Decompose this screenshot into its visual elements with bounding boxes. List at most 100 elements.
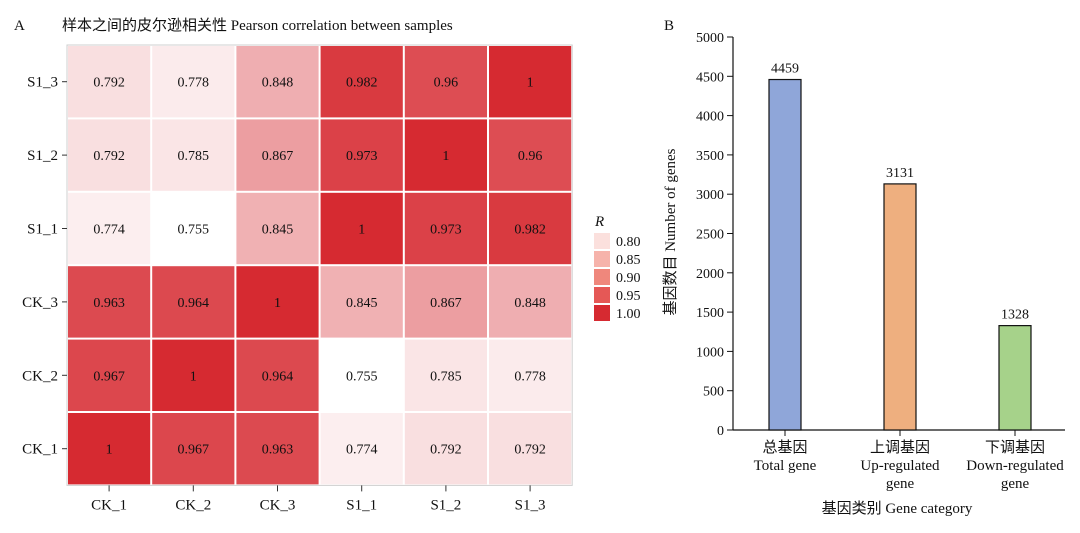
heatmap-cell-value: 0.96 xyxy=(434,76,459,91)
heatmap-cell xyxy=(489,46,572,118)
heatmap-cell-value: 0.967 xyxy=(178,443,210,458)
heatmap-cell-value: 0.964 xyxy=(262,369,294,384)
heatmap-cell xyxy=(236,266,319,338)
bar-y-tick-label: 3000 xyxy=(696,188,724,203)
heatmap-cell-value: 1 xyxy=(527,76,534,91)
heatmap-cell xyxy=(152,413,235,485)
bar-y-tick-label: 4000 xyxy=(696,110,724,125)
heatmap-cell xyxy=(489,119,572,191)
heatmap-cell-value: 0.973 xyxy=(346,149,378,164)
heatmap-cell xyxy=(68,413,151,485)
bar-y-tick-label: 5000 xyxy=(696,31,724,46)
heatmap-cell xyxy=(68,339,151,411)
panel-a-label: A xyxy=(14,18,25,34)
heatmap-cell-value: 0.792 xyxy=(430,443,462,458)
heatmap-cell xyxy=(236,46,319,118)
heatmap-cell xyxy=(320,46,403,118)
heatmap-cell xyxy=(152,119,235,191)
heatmap-y-label: S1_3 xyxy=(27,75,58,91)
heatmap-cell-value: 0.792 xyxy=(93,149,125,164)
heatmap-cell xyxy=(404,266,487,338)
heatmap-x-label: CK_1 xyxy=(91,497,127,513)
heatmap-frame xyxy=(66,44,573,486)
heatmap-cell-value: 0.845 xyxy=(262,223,294,238)
heatmap-cell-value: 0.967 xyxy=(93,369,125,384)
legend-label: 0.80 xyxy=(616,235,641,250)
heatmap-cell xyxy=(320,192,403,265)
bar-value-label: 1328 xyxy=(1001,308,1029,323)
heatmap-cell xyxy=(152,46,235,118)
heatmap-cell-value: 0.774 xyxy=(93,223,125,238)
bar-y-tick-label: 500 xyxy=(703,385,724,400)
heatmap-cell-value: 0.845 xyxy=(346,296,378,311)
bar-category-label: gene xyxy=(1001,476,1030,492)
bar-y-tick-label: 4500 xyxy=(696,70,724,85)
heatmap-cell xyxy=(236,339,319,411)
bar-value-label: 3131 xyxy=(886,166,914,181)
legend-swatch xyxy=(594,269,610,285)
heatmap-cell xyxy=(152,266,235,338)
heatmap-cell-value: 0.774 xyxy=(346,443,378,458)
bar-y-tick-label: 1000 xyxy=(696,345,724,360)
heatmap-cell xyxy=(489,266,572,338)
heatmap-cell xyxy=(320,266,403,338)
heatmap-cell xyxy=(68,266,151,338)
heatmap-x-label: CK_3 xyxy=(260,497,296,513)
heatmap-cell xyxy=(236,192,319,265)
heatmap-cell xyxy=(404,46,487,118)
legend-label: 0.90 xyxy=(616,271,641,286)
heatmap-cell-value: 0.785 xyxy=(178,149,210,164)
panel-b-label: B xyxy=(664,18,674,34)
heatmap-cell xyxy=(404,339,487,411)
heatmap-cell-value: 1 xyxy=(106,443,113,458)
bar-category-label: gene xyxy=(886,476,915,492)
heatmap-cell xyxy=(320,339,403,411)
heatmap-cell-value: 0.963 xyxy=(93,296,125,311)
heatmap-cell xyxy=(152,192,235,265)
bar-y-tick-label: 1500 xyxy=(696,306,724,321)
legend-swatch xyxy=(594,233,610,249)
heatmap-title: 样本之间的皮尔逊相关性 Pearson correlation between … xyxy=(62,17,453,34)
legend-label: 0.95 xyxy=(616,289,641,304)
heatmap-cell xyxy=(68,119,151,191)
heatmap-x-label: S1_3 xyxy=(515,497,546,513)
heatmap-cell-value: 0.96 xyxy=(518,149,543,164)
heatmap-cell-value: 0.785 xyxy=(430,369,462,384)
bar-x-axis-title: 基因类别 Gene category xyxy=(822,500,973,517)
heatmap-cell-value: 0.982 xyxy=(514,223,546,238)
heatmap-cell xyxy=(489,192,572,265)
heatmap-cell xyxy=(152,339,235,411)
heatmap-y-label: CK_1 xyxy=(22,442,58,458)
heatmap-cell-value: 0.848 xyxy=(514,296,546,311)
bar-y-tick-label: 2500 xyxy=(696,228,724,243)
heatmap-cell xyxy=(404,119,487,191)
bar xyxy=(998,325,1032,431)
heatmap-cell xyxy=(404,413,487,485)
heatmap-cell-value: 0.792 xyxy=(93,76,125,91)
bar-y-axis-title: 基因数目 Number of genes xyxy=(662,148,679,315)
legend-swatch xyxy=(594,251,610,267)
bar-chart: 0 500 1000 1500 2000 2500 3000 3500 4000 4500 5000… xyxy=(696,31,1065,492)
heatmap-legend: R 0.80 0.85 0.90 0.95 1.00 xyxy=(594,214,641,322)
heatmap-cell-value: 0.792 xyxy=(514,443,546,458)
heatmap-cell-value: 0.982 xyxy=(346,76,378,91)
bar-category-label: Down-regulated xyxy=(966,458,1064,474)
heatmap-cell-value: 0.755 xyxy=(178,223,210,238)
heatmap-cell-value: 1 xyxy=(358,223,365,238)
heatmap: 0.792 0.778 0.848 0.982 0.96 1 0.792 0.785 0.867… xyxy=(22,44,573,513)
legend-swatch xyxy=(594,287,610,303)
legend-label: 0.85 xyxy=(616,253,641,268)
heatmap-cell xyxy=(236,413,319,485)
heatmap-cell-value: 0.867 xyxy=(262,149,294,164)
heatmap-y-label: S1_2 xyxy=(27,148,58,164)
heatmap-cell-value: 0.973 xyxy=(430,223,462,238)
heatmap-cell-value: 0.848 xyxy=(262,76,294,91)
heatmap-cell-value: 0.778 xyxy=(514,369,546,384)
heatmap-cell-value: 1 xyxy=(190,369,197,384)
heatmap-x-label: CK_2 xyxy=(175,497,211,513)
bar-category-label: 下调基因 xyxy=(985,439,1045,456)
bar xyxy=(883,183,917,431)
heatmap-cell-value: 0.867 xyxy=(430,296,462,311)
heatmap-cell-value: 0.755 xyxy=(346,369,378,384)
